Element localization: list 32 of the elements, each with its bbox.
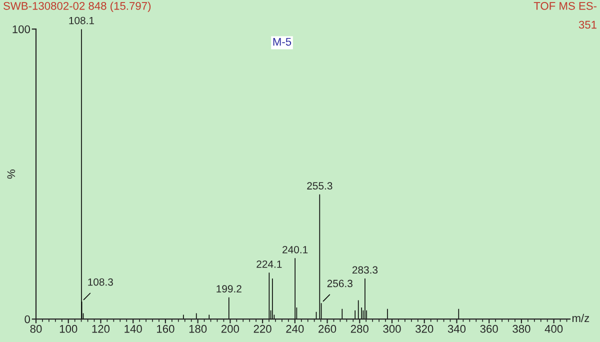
- text: TOF MS ES-: [534, 2, 597, 10]
- annotation: 255.3: [307, 182, 332, 190]
- x-tick-label: 340: [448, 324, 466, 333]
- x-tick-label: 140: [124, 324, 142, 333]
- x-tick-label: 220: [254, 324, 272, 333]
- x-tick-label: 400: [544, 324, 563, 333]
- text: 351: [578, 20, 596, 29]
- annotation: 199.2: [216, 285, 242, 292]
- annotation: 240.1: [282, 246, 308, 254]
- x-tick-label: 280: [350, 324, 368, 333]
- x-tick-label: 300: [383, 324, 401, 333]
- x-tick-label: 180: [189, 324, 207, 333]
- annotation: 224.1: [256, 260, 282, 268]
- x-tick-label: 120: [92, 324, 110, 333]
- annotation: 108.1: [69, 16, 94, 24]
- x-tick-label: 360: [480, 324, 498, 333]
- x-tick-label: 260: [318, 324, 336, 333]
- x-tick-label: 320: [416, 324, 434, 333]
- x-tick-label: 80: [30, 324, 42, 333]
- x-tick-label: 380: [512, 324, 530, 333]
- annotation: 256.3: [327, 280, 352, 288]
- x-tick-label: 240: [286, 324, 304, 333]
- x-tick-label: 100: [60, 324, 78, 333]
- x-tick-label: 200: [221, 324, 240, 333]
- x-axis-title: m/z: [572, 314, 590, 322]
- chart-title: SWB-130802-02 848 (15.797): [4, 2, 151, 12]
- annotation: 108.3: [88, 278, 113, 286]
- y-axis-title: %: [7, 170, 16, 179]
- y-tick-label: 0: [24, 315, 30, 324]
- annotation: 283.3: [352, 266, 378, 274]
- annotation: M-5: [273, 38, 292, 46]
- x-tick-label: 160: [157, 324, 174, 333]
